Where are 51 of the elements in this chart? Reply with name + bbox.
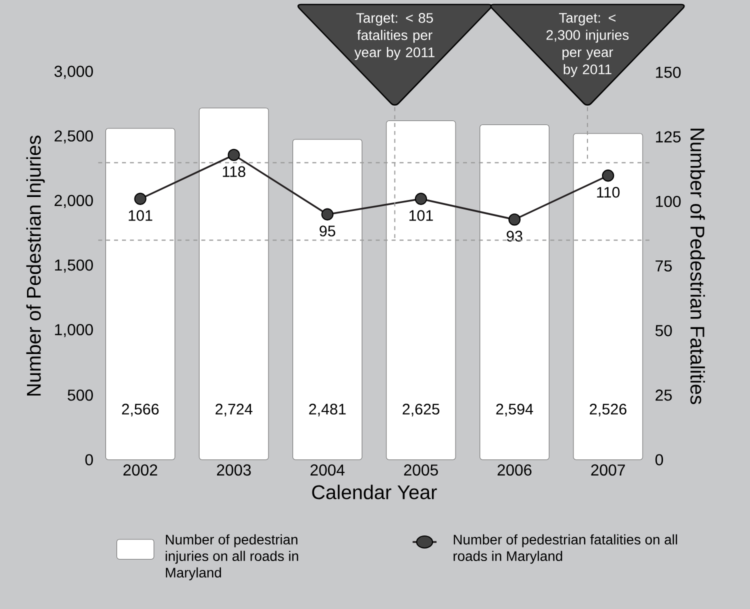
y-axis-title: Number of Pedestrian Injuries	[26, 136, 45, 396]
y2-tick-label: 25	[656, 390, 672, 401]
point	[508, 213, 521, 226]
y-tick-label: 1,500	[55, 259, 93, 273]
y-tick-label: 2,000	[54, 194, 93, 208]
data-label: 2,566	[122, 404, 159, 416]
x-axis-title: Calendar Year	[312, 484, 437, 500]
data-label: 2,481	[309, 404, 346, 416]
x-tick-label: 2002	[123, 464, 158, 476]
data-label: 2,594	[496, 404, 534, 416]
data-label: 101	[409, 210, 433, 221]
text: Target: < 85 fatalities per year by 2011	[354, 13, 434, 60]
y2-tick-label: 100	[656, 196, 681, 208]
data-label: 118	[222, 166, 246, 177]
legend-label: Number of pedestrian injuries on all roads in Maryland	[166, 534, 298, 580]
annotation: Target: < 2,300 injuries per year by 2011	[546, 13, 629, 78]
data-label: 2,724	[216, 404, 252, 416]
y-tick-label: 500	[68, 390, 93, 401]
y2-tick-label: 50	[655, 324, 672, 336]
bar	[105, 128, 176, 460]
data-label: 101	[128, 210, 152, 221]
bar	[386, 120, 456, 460]
y2-tick-label: 150	[656, 66, 681, 78]
y2-tick-label: 0	[655, 454, 664, 466]
x-tick-label: 2003	[217, 464, 251, 476]
x-tick-label: 2007	[591, 464, 625, 476]
data-label: 2,625	[402, 404, 440, 416]
bar	[573, 133, 643, 460]
legend-label: Number of pedestrian fatalities on all roads in Maryland	[454, 534, 678, 564]
y-tick-label: 0	[85, 454, 93, 466]
point	[602, 170, 614, 182]
bar	[480, 124, 550, 460]
y-tick-label: 3,000	[54, 66, 93, 79]
data-label: 110	[597, 186, 620, 198]
point	[321, 208, 334, 220]
point	[414, 192, 428, 205]
data-label: 2,526	[590, 404, 626, 416]
bar	[292, 139, 362, 460]
y2-tick-label: 125	[656, 131, 681, 142]
y-tick-label: 1,000	[55, 324, 93, 338]
x-tick-label: 2005	[404, 464, 438, 476]
x-tick-label: 2006	[498, 464, 532, 476]
bar	[198, 108, 269, 460]
x-tick-label: 2004	[310, 464, 345, 476]
point	[228, 148, 240, 162]
data-label: 95	[320, 226, 336, 236]
y-tick-label: 2,500	[54, 130, 93, 144]
y2-axis-title: Number of Pedestrian Fatalities	[690, 128, 705, 404]
data-label: 93	[506, 230, 522, 242]
y2-tick-label: 75	[656, 260, 672, 272]
point	[134, 192, 146, 205]
